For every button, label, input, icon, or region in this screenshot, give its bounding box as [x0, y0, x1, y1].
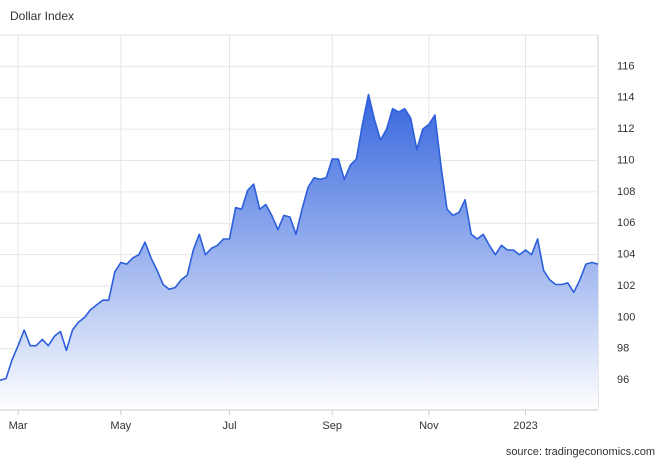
y-tick-label: 102	[617, 280, 635, 292]
x-tick-label: Mar	[9, 420, 28, 432]
source: source: tradingeconomics.com	[506, 446, 655, 458]
y-tick-label: 110	[617, 154, 635, 166]
y-tick-label: 108	[617, 186, 635, 198]
chart-title: Dollar Index	[10, 9, 74, 23]
y-tick-label: 114	[617, 92, 635, 104]
y-tick-label: 104	[617, 249, 635, 261]
x-tick-label: Nov	[419, 420, 439, 432]
y-tick-label: 116	[617, 60, 635, 72]
y-tick-label: 112	[617, 123, 635, 135]
line	[0, 93, 599, 381]
area	[0, 94, 598, 410]
x-tick-label: Sep	[322, 420, 342, 432]
x-tick-label: May	[110, 420, 131, 432]
y-tick-label: 100	[617, 311, 635, 323]
y-tick-label: 98	[617, 343, 629, 355]
y-tick-label: 96	[617, 374, 629, 386]
x-tick-label: Jul	[223, 420, 237, 432]
x-tick-label: 2023	[513, 420, 537, 432]
y-tick-label: 106	[617, 217, 635, 229]
